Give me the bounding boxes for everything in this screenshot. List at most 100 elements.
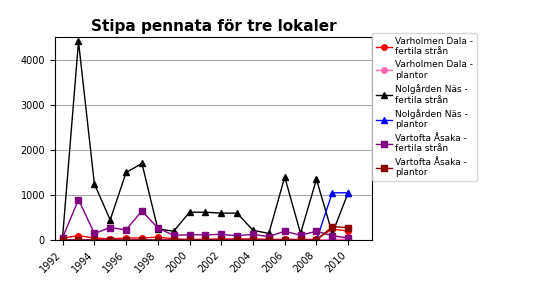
- Nolgården Näs -
plantor: [234, 238, 241, 242]
- Nolgården Näs -
plantor: [313, 238, 320, 242]
- Nolgården Näs -
fertila strån: [202, 210, 208, 214]
- Vartofta Åsaka -
plantor: [91, 238, 98, 242]
- Varholmen Dala -
plantor: [345, 237, 351, 241]
- Vartofta Åsaka -
plantor: [171, 238, 177, 242]
- Varholmen Dala -
fertila strån: [297, 237, 304, 241]
- Varholmen Dala -
fertila strån: [218, 237, 225, 241]
- Varholmen Dala -
plantor: [91, 238, 98, 242]
- Legend: Varholmen Dala -
fertila strån, Varholmen Dala -
plantor, Nolgården Näs -
fertil: Varholmen Dala - fertila strån, Varholme…: [372, 33, 477, 181]
- Varholmen Dala -
plantor: [266, 238, 272, 242]
- Nolgården Näs -
fertila strån: [187, 210, 193, 214]
- Vartofta Åsaka -
fertila strån: [139, 209, 146, 213]
- Vartofta Åsaka -
plantor: [202, 238, 208, 242]
- Vartofta Åsaka -
fertila strån: [297, 233, 304, 237]
- Line: Varholmen Dala -
plantor: Varholmen Dala - plantor: [60, 237, 351, 243]
- Nolgården Näs -
fertila strån: [171, 229, 177, 233]
- Nolgården Näs -
plantor: [345, 191, 351, 195]
- Vartofta Åsaka -
plantor: [266, 238, 272, 242]
- Nolgården Näs -
plantor: [202, 238, 208, 242]
- Vartofta Åsaka -
plantor: [59, 238, 66, 242]
- Varholmen Dala -
fertila strån: [345, 229, 351, 233]
- Varholmen Dala -
fertila strån: [282, 237, 288, 241]
- Vartofta Åsaka -
plantor: [345, 226, 351, 229]
- Varholmen Dala -
fertila strån: [171, 237, 177, 241]
- Nolgården Näs -
fertila strån: [123, 171, 130, 174]
- Vartofta Åsaka -
fertila strån: [59, 236, 66, 239]
- Varholmen Dala -
plantor: [234, 238, 241, 242]
- Line: Varholmen Dala -
fertila strån: Varholmen Dala - fertila strån: [60, 226, 351, 242]
- Nolgården Näs -
fertila strån: [154, 227, 161, 231]
- Varholmen Dala -
plantor: [282, 238, 288, 242]
- Varholmen Dala -
fertila strån: [202, 237, 208, 241]
- Varholmen Dala -
plantor: [218, 238, 225, 242]
- Vartofta Åsaka -
fertila strån: [202, 233, 208, 237]
- Nolgården Näs -
fertila strån: [345, 191, 351, 195]
- Nolgården Näs -
plantor: [59, 238, 66, 242]
- Vartofta Åsaka -
fertila strån: [187, 233, 193, 237]
- Vartofta Åsaka -
plantor: [187, 238, 193, 242]
- Varholmen Dala -
plantor: [249, 238, 256, 242]
- Varholmen Dala -
plantor: [313, 238, 320, 242]
- Nolgården Näs -
plantor: [297, 238, 304, 242]
- Vartofta Åsaka -
plantor: [107, 238, 113, 242]
- Nolgården Näs -
fertila strån: [218, 211, 225, 215]
- Line: Nolgården Näs -
plantor: Nolgården Näs - plantor: [59, 189, 352, 244]
- Line: Vartofta Åsaka -
fertila strån: Vartofta Åsaka - fertila strån: [60, 197, 351, 241]
- Nolgården Näs -
plantor: [75, 238, 82, 242]
- Nolgården Näs -
plantor: [91, 238, 98, 242]
- Nolgården Näs -
fertila strån: [297, 232, 304, 235]
- Vartofta Åsaka -
plantor: [297, 238, 304, 242]
- Varholmen Dala -
plantor: [107, 238, 113, 242]
- Vartofta Åsaka -
fertila strån: [75, 198, 82, 201]
- Varholmen Dala -
fertila strån: [107, 237, 113, 241]
- Vartofta Åsaka -
plantor: [139, 238, 146, 242]
- Title: Stipa pennata för tre lokaler: Stipa pennata för tre lokaler: [90, 19, 336, 34]
- Varholmen Dala -
fertila strån: [187, 237, 193, 241]
- Nolgården Näs -
plantor: [218, 238, 225, 242]
- Nolgården Näs -
fertila strån: [59, 235, 66, 238]
- Line: Nolgården Näs -
fertila strån: Nolgården Näs - fertila strån: [59, 38, 352, 240]
- Varholmen Dala -
fertila strån: [249, 237, 256, 241]
- Nolgården Näs -
fertila strån: [266, 232, 272, 235]
- Vartofta Åsaka -
fertila strån: [123, 228, 130, 232]
- Nolgården Näs -
fertila strån: [91, 182, 98, 186]
- Varholmen Dala -
fertila strån: [313, 237, 320, 241]
- Vartofta Åsaka -
fertila strån: [91, 232, 98, 235]
- Varholmen Dala -
plantor: [187, 238, 193, 242]
- Vartofta Åsaka -
plantor: [218, 238, 225, 242]
- Nolgården Näs -
fertila strån: [234, 211, 241, 215]
- Nolgården Näs -
fertila strån: [282, 175, 288, 179]
- Nolgården Näs -
plantor: [329, 191, 336, 195]
- Vartofta Åsaka -
plantor: [75, 238, 82, 242]
- Nolgården Näs -
plantor: [282, 238, 288, 242]
- Nolgården Näs -
fertila strån: [329, 232, 336, 235]
- Nolgården Näs -
plantor: [187, 238, 193, 242]
- Nolgården Näs -
plantor: [154, 238, 161, 242]
- Varholmen Dala -
fertila strån: [123, 236, 130, 240]
- Nolgården Näs -
fertila strån: [249, 229, 256, 232]
- Varholmen Dala -
plantor: [139, 238, 146, 242]
- Varholmen Dala -
fertila strån: [329, 227, 336, 231]
- Varholmen Dala -
plantor: [171, 238, 177, 242]
- Nolgården Näs -
plantor: [249, 238, 256, 242]
- Vartofta Åsaka -
fertila strån: [249, 233, 256, 236]
- Nolgården Näs -
plantor: [123, 238, 130, 242]
- Nolgården Näs -
fertila strån: [313, 177, 320, 181]
- Vartofta Åsaka -
plantor: [234, 238, 241, 242]
- Vartofta Åsaka -
plantor: [123, 238, 130, 242]
- Varholmen Dala -
fertila strån: [266, 237, 272, 241]
- Vartofta Åsaka -
plantor: [154, 238, 161, 242]
- Vartofta Åsaka -
fertila strån: [329, 234, 336, 237]
- Vartofta Åsaka -
fertila strån: [154, 226, 161, 230]
- Nolgården Näs -
plantor: [139, 238, 146, 242]
- Varholmen Dala -
plantor: [202, 238, 208, 242]
- Vartofta Åsaka -
fertila strån: [266, 235, 272, 238]
- Vartofta Åsaka -
fertila strån: [313, 229, 320, 233]
- Varholmen Dala -
fertila strån: [154, 235, 161, 239]
- Vartofta Åsaka -
plantor: [313, 238, 320, 242]
- Nolgården Näs -
fertila strån: [107, 218, 113, 222]
- Varholmen Dala -
plantor: [297, 238, 304, 242]
- Vartofta Åsaka -
fertila strån: [282, 229, 288, 233]
- Varholmen Dala -
plantor: [59, 238, 66, 242]
- Vartofta Åsaka -
fertila strån: [107, 226, 113, 229]
